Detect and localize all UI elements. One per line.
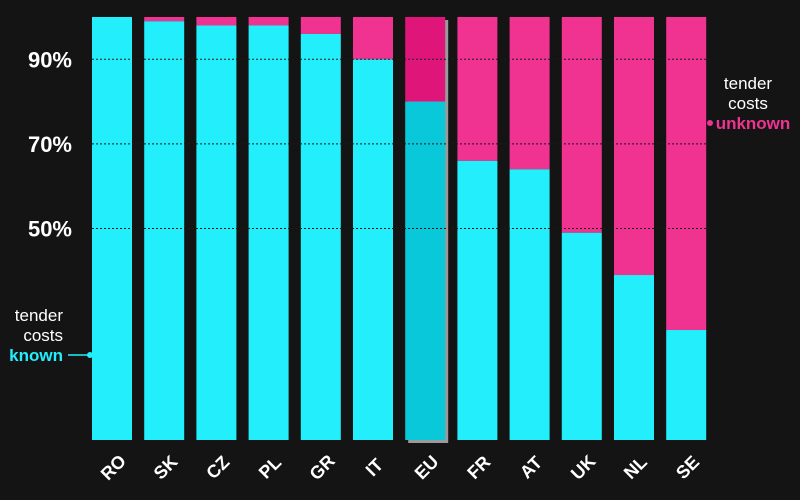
bar-known-it bbox=[353, 59, 393, 441]
category-label-eu: EU bbox=[411, 451, 443, 483]
bar-known-fr bbox=[457, 160, 498, 440]
y-tick-label-70: 70% bbox=[28, 132, 72, 157]
annotation-known-line2: costs bbox=[23, 326, 63, 345]
category-label-uk: UK bbox=[567, 451, 600, 484]
bar-unknown-sk bbox=[144, 17, 185, 22]
annotation-unknown: tender costs unknown bbox=[707, 74, 790, 133]
bar-known-eu bbox=[405, 101, 446, 440]
bar-known-pl bbox=[248, 25, 289, 441]
bar-known-sk bbox=[144, 21, 185, 440]
y-axis-ticks: 50% 70% 90% bbox=[28, 47, 72, 241]
bar-unknown-gr bbox=[300, 17, 341, 34]
bar-unknown-pl bbox=[248, 17, 289, 26]
bar-known-uk bbox=[561, 232, 602, 440]
annotation-unknown-line2: costs bbox=[728, 94, 768, 113]
bar-known-at bbox=[509, 169, 550, 440]
bar-known-cz bbox=[196, 25, 237, 441]
category-label-sk: SK bbox=[150, 451, 182, 483]
category-label-se: SE bbox=[672, 452, 703, 483]
annotation-unknown-line1: tender bbox=[724, 74, 773, 93]
annotation-known-line1: tender bbox=[15, 306, 64, 325]
x-axis-categories: RO SK CZ PL GR IT EU FR AT UK NL SE bbox=[97, 451, 703, 484]
y-tick-label-90: 90% bbox=[28, 47, 72, 72]
annotation-known-dot bbox=[87, 352, 93, 358]
bar-known-se bbox=[666, 330, 707, 440]
bar-known-nl bbox=[614, 275, 654, 440]
category-label-pl: PL bbox=[255, 452, 285, 482]
y-tick-label-50: 50% bbox=[28, 217, 72, 242]
bar-unknown-at bbox=[509, 17, 550, 170]
category-label-gr: GR bbox=[306, 451, 339, 484]
bar-unknown-cz bbox=[196, 17, 237, 26]
annotation-unknown-line3: unknown bbox=[716, 114, 791, 133]
category-label-ro: RO bbox=[97, 451, 130, 484]
category-label-at: AT bbox=[516, 452, 546, 482]
bar-known-gr bbox=[300, 33, 341, 441]
category-label-it: IT bbox=[362, 455, 387, 480]
annotation-known: tender costs known bbox=[9, 306, 93, 365]
annotation-known-line3: known bbox=[9, 346, 63, 365]
bar-unknown-fr bbox=[457, 17, 498, 161]
bar-unknown-uk bbox=[561, 17, 602, 233]
bar-unknown-nl bbox=[614, 17, 654, 276]
bars-group bbox=[92, 17, 707, 443]
category-label-fr: FR bbox=[463, 452, 494, 483]
annotation-unknown-dot bbox=[707, 120, 713, 126]
category-label-cz: CZ bbox=[202, 452, 233, 483]
bar-unknown-it bbox=[353, 17, 393, 60]
bar-unknown-se bbox=[666, 17, 707, 331]
category-label-nl: NL bbox=[620, 452, 651, 483]
